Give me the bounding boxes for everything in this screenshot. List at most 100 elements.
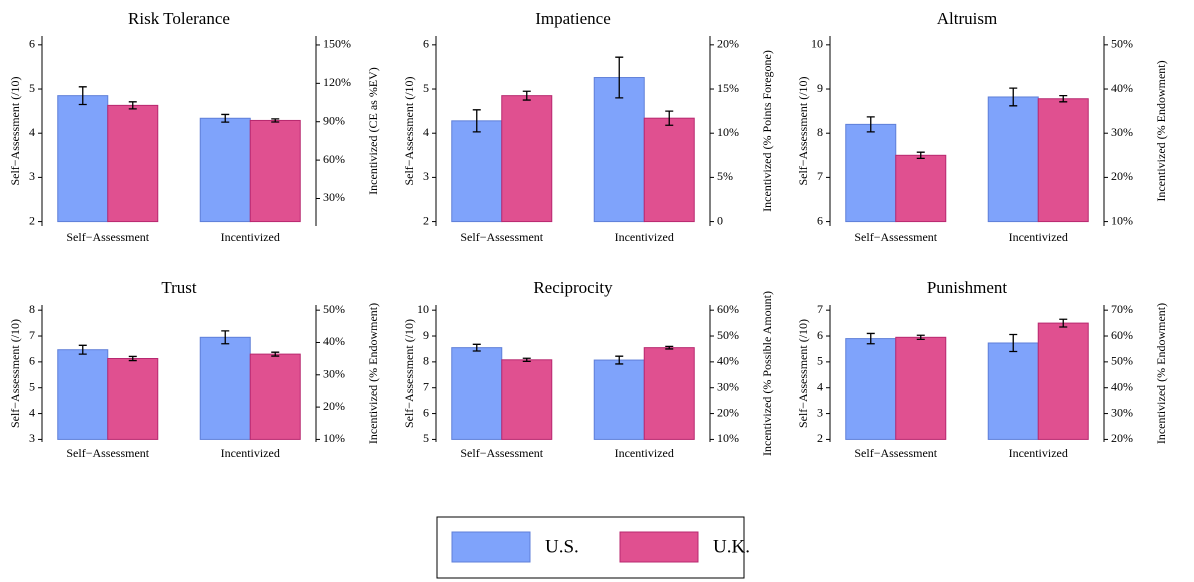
x-tick-label: Self−Assessment	[854, 446, 937, 460]
x-tick-label: Incentivized	[1009, 446, 1068, 460]
y2-axis-label: Incentivized (% Endowment)	[1154, 303, 1168, 444]
y-tick-label: 6	[423, 405, 429, 419]
y-tick-label: 9	[423, 328, 429, 342]
error-bar	[615, 355, 624, 365]
x-tick-label: Self−Assessment	[460, 446, 543, 460]
y-tick-label: 6	[423, 37, 429, 51]
y-tick-label: 5	[423, 431, 429, 445]
y2-tick-label: 70%	[1111, 302, 1133, 316]
y2-tick-label: 120%	[323, 75, 351, 89]
y2-tick-label: 50%	[1111, 37, 1133, 51]
bar	[895, 154, 947, 223]
y-tick-label: 10	[811, 37, 823, 51]
bar	[593, 359, 645, 440]
y-tick-label: 4	[29, 125, 35, 139]
y2-tick-label: 30%	[717, 379, 739, 393]
x-tick-label: Incentivized	[1009, 230, 1068, 244]
y2-tick-label: 30%	[323, 367, 345, 381]
y2-tick-label: 40%	[1111, 379, 1133, 393]
error-bar	[128, 101, 137, 110]
x-tick-label: Incentivized	[221, 230, 280, 244]
legend-swatch	[619, 531, 699, 563]
y2-tick-label: 60%	[717, 302, 739, 316]
y-axis-label: Self−Assessment (/10)	[8, 319, 22, 428]
x-tick-label: Self−Assessment	[854, 230, 937, 244]
x-tick-label: Incentivized	[615, 446, 674, 460]
y2-tick-label: 30%	[1111, 405, 1133, 419]
error-bar	[522, 90, 531, 101]
y-tick-label: 8	[29, 302, 35, 316]
x-tick-label: Incentivized	[221, 446, 280, 460]
error-bar	[866, 116, 875, 133]
y2-tick-label: 10%	[717, 431, 739, 445]
y-tick-label: 3	[423, 169, 429, 183]
bar	[987, 342, 1039, 440]
y2-tick-label: 30%	[323, 190, 345, 204]
error-bar	[78, 86, 87, 106]
bar	[643, 117, 695, 223]
y2-tick-label: 15%	[717, 81, 739, 95]
y2-axis-label: Incentivized (% Points Foregone)	[760, 50, 774, 212]
legend-swatch	[451, 531, 531, 563]
error-bar	[1059, 95, 1068, 103]
y-tick-label: 7	[817, 169, 823, 183]
error-bar	[916, 334, 925, 341]
bar	[57, 349, 109, 440]
x-tick-label: Incentivized	[615, 230, 674, 244]
y-tick-label: 5	[29, 379, 35, 393]
y-tick-label: 4	[817, 379, 823, 393]
y-axis-label: Self−Assessment (/10)	[796, 76, 810, 185]
error-bar	[1059, 318, 1068, 328]
bar	[451, 347, 503, 440]
y-tick-label: 6	[29, 354, 35, 368]
legend-label: U.S.	[545, 536, 579, 557]
y2-tick-label: 90%	[323, 113, 345, 127]
error-bar	[665, 110, 674, 126]
y2-tick-label: 20%	[717, 37, 739, 51]
bar	[895, 336, 947, 440]
y2-tick-label: 20%	[717, 405, 739, 419]
panel-title: Impatience	[535, 9, 611, 28]
y-tick-label: 6	[29, 37, 35, 51]
y-tick-label: 8	[817, 125, 823, 139]
y2-tick-label: 30%	[1111, 125, 1133, 139]
error-bar	[916, 151, 925, 160]
bar	[107, 358, 159, 440]
y2-tick-label: 50%	[1111, 354, 1133, 368]
y-axis-label: Self−Assessment (/10)	[8, 76, 22, 185]
panel-title: Punishment	[927, 278, 1008, 297]
error-bar	[472, 343, 481, 352]
y2-tick-label: 60%	[1111, 328, 1133, 342]
y-tick-label: 3	[817, 405, 823, 419]
bar	[987, 96, 1039, 223]
y2-axis-label: Incentivized (% Possible Amount)	[760, 291, 774, 456]
y-tick-label: 10	[417, 302, 429, 316]
y2-tick-label: 20%	[323, 399, 345, 413]
bar	[845, 338, 897, 440]
bar	[1037, 98, 1089, 223]
y2-tick-label: 5%	[717, 169, 733, 183]
panel-title: Reciprocity	[533, 278, 613, 297]
y-tick-label: 2	[423, 213, 429, 227]
y-tick-label: 3	[29, 431, 35, 445]
y-tick-label: 2	[817, 431, 823, 445]
y2-tick-label: 50%	[717, 328, 739, 342]
error-bar	[665, 345, 674, 350]
panel-title: Trust	[161, 278, 197, 297]
y2-tick-label: 40%	[1111, 81, 1133, 95]
y-tick-label: 5	[29, 81, 35, 95]
y-tick-label: 6	[817, 213, 823, 227]
error-bar	[866, 332, 875, 345]
error-bar	[78, 344, 87, 355]
y2-axis-label: Incentivized (% Endowment)	[366, 303, 380, 444]
y-tick-label: 5	[817, 354, 823, 368]
error-bar	[1009, 87, 1018, 107]
bar	[57, 95, 109, 223]
bar	[199, 336, 251, 440]
y-tick-label: 3	[29, 169, 35, 183]
bar	[845, 123, 897, 223]
bar	[249, 119, 301, 223]
bar	[643, 347, 695, 440]
